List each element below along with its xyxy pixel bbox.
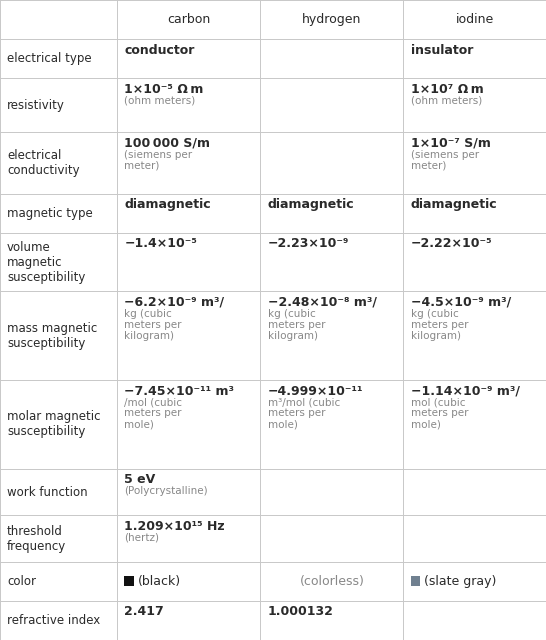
Text: −4.5×10⁻⁹ m³/: −4.5×10⁻⁹ m³/ — [411, 296, 511, 309]
Text: conductor: conductor — [124, 44, 195, 56]
Text: iodine: iodine — [455, 13, 494, 26]
Text: 1.000132: 1.000132 — [268, 605, 334, 618]
Text: mole): mole) — [411, 419, 441, 429]
Text: mole): mole) — [268, 419, 298, 429]
Text: (Polycrystalline): (Polycrystalline) — [124, 486, 208, 496]
Text: −2.22×10⁻⁵: −2.22×10⁻⁵ — [411, 237, 492, 250]
Text: kilogram): kilogram) — [124, 331, 175, 340]
Text: 1×10⁻⁷ S/m: 1×10⁻⁷ S/m — [411, 137, 490, 150]
Text: (hertz): (hertz) — [124, 533, 159, 543]
Text: −2.23×10⁻⁹: −2.23×10⁻⁹ — [268, 237, 349, 250]
Text: mass magnetic
susceptibility: mass magnetic susceptibility — [7, 322, 97, 350]
Text: electrical type: electrical type — [7, 52, 92, 65]
Text: kg (cubic: kg (cubic — [411, 309, 458, 319]
Text: m³/mol (cubic: m³/mol (cubic — [268, 397, 340, 408]
Text: carbon: carbon — [167, 13, 211, 26]
Text: diamagnetic: diamagnetic — [411, 198, 497, 211]
Text: magnetic type: magnetic type — [7, 207, 93, 220]
Text: 2.417: 2.417 — [124, 605, 164, 618]
Text: meters per: meters per — [124, 320, 182, 330]
Text: (colorless): (colorless) — [300, 575, 364, 588]
Text: work function: work function — [7, 486, 88, 499]
Text: electrical
conductivity: electrical conductivity — [7, 149, 80, 177]
Text: meter): meter) — [124, 161, 160, 171]
Text: meters per: meters per — [268, 320, 325, 330]
Text: refractive index: refractive index — [7, 614, 100, 627]
Text: (black): (black) — [138, 575, 181, 588]
Text: kg (cubic: kg (cubic — [268, 309, 315, 319]
Text: hydrogen: hydrogen — [302, 13, 361, 26]
Text: (ohm meters): (ohm meters) — [124, 95, 195, 106]
Text: meters per: meters per — [124, 408, 182, 419]
Text: volume
magnetic
susceptibility: volume magnetic susceptibility — [7, 241, 86, 284]
Text: color: color — [7, 575, 36, 588]
Text: (siemens per: (siemens per — [411, 150, 479, 160]
Text: −7.45×10⁻¹¹ m³: −7.45×10⁻¹¹ m³ — [124, 385, 234, 397]
Text: meter): meter) — [411, 161, 446, 171]
Text: 5 eV: 5 eV — [124, 473, 156, 486]
Text: /mol (cubic: /mol (cubic — [124, 397, 182, 408]
Text: diamagnetic: diamagnetic — [268, 198, 354, 211]
Text: −6.2×10⁻⁹ m³/: −6.2×10⁻⁹ m³/ — [124, 296, 224, 309]
Text: mol (cubic: mol (cubic — [411, 397, 465, 408]
Text: −1.14×10⁻⁹ m³/: −1.14×10⁻⁹ m³/ — [411, 385, 520, 397]
Text: threshold
frequency: threshold frequency — [7, 525, 67, 552]
Text: 1×10⁻⁵ Ω m: 1×10⁻⁵ Ω m — [124, 83, 204, 95]
Text: diamagnetic: diamagnetic — [124, 198, 211, 211]
Text: kg (cubic: kg (cubic — [124, 309, 172, 319]
Bar — [124, 577, 134, 586]
Text: (ohm meters): (ohm meters) — [411, 95, 482, 106]
Text: (slate gray): (slate gray) — [424, 575, 497, 588]
Bar — [411, 577, 420, 586]
Text: meters per: meters per — [411, 320, 468, 330]
Text: resistivity: resistivity — [7, 99, 65, 111]
Text: meters per: meters per — [268, 408, 325, 419]
Text: kilogram): kilogram) — [268, 331, 318, 340]
Text: 100 000 S/m: 100 000 S/m — [124, 137, 211, 150]
Text: kilogram): kilogram) — [411, 331, 461, 340]
Text: (siemens per: (siemens per — [124, 150, 193, 160]
Text: −4.999×10⁻¹¹: −4.999×10⁻¹¹ — [268, 385, 363, 397]
Text: 1.209×10¹⁵ Hz: 1.209×10¹⁵ Hz — [124, 520, 225, 532]
Text: −1.4×10⁻⁵: −1.4×10⁻⁵ — [124, 237, 197, 250]
Text: insulator: insulator — [411, 44, 473, 56]
Text: meters per: meters per — [411, 408, 468, 419]
Text: mole): mole) — [124, 419, 155, 429]
Text: molar magnetic
susceptibility: molar magnetic susceptibility — [7, 410, 100, 438]
Text: −2.48×10⁻⁸ m³/: −2.48×10⁻⁸ m³/ — [268, 296, 377, 309]
Text: 1×10⁷ Ω m: 1×10⁷ Ω m — [411, 83, 483, 95]
